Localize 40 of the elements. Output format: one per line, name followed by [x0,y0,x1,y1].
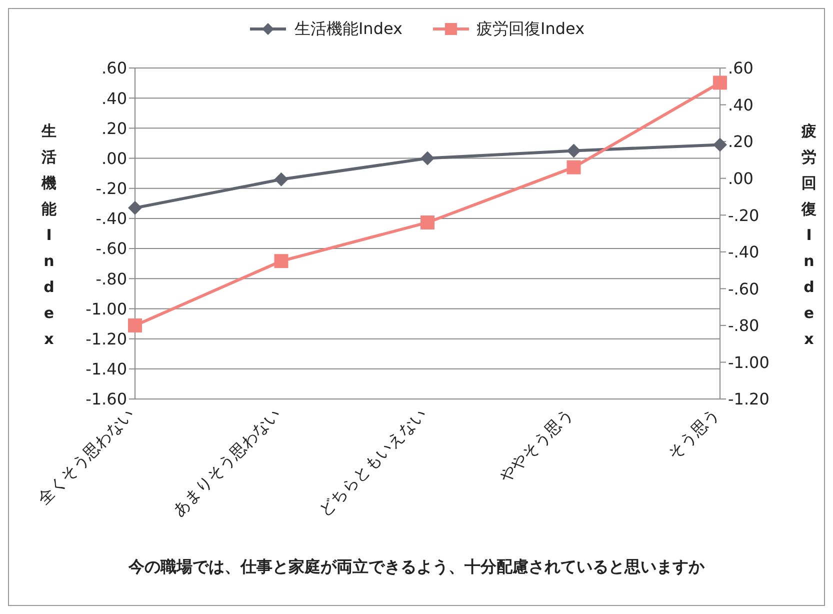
y-tick-label: .40 [102,88,127,108]
point [420,151,434,166]
y2-tick-label: -.80 [728,316,760,336]
x-axis-title: 今の職場では、仕事と家庭が両立できるよう、十分配慮されていると思いますか [127,557,706,578]
y-tick-label: -1.40 [86,360,127,379]
y2-tick-label: .00 [728,169,754,188]
legend-label: 疲労回復Index [476,18,585,40]
y2-tick-label: -.40 [728,242,760,262]
point [128,200,142,215]
x-tick-label: そう思う [664,404,723,464]
y-tick-label: -.40 [96,209,127,228]
x-tick-label: あまりそう思わない [168,404,284,520]
y2-tick-label: -.20 [728,206,760,225]
y2-tick-label: .20 [728,132,754,152]
y-tick-label: -1.00 [86,299,127,318]
text: 生活機能Index [42,122,56,348]
y-tick-label: .00 [102,148,127,168]
y-tick-label: .20 [102,118,127,138]
point [713,76,727,90]
y-tick-label: -1.20 [86,330,127,348]
y-tick-label: .60 [102,58,127,78]
y-tick-label: -.60 [96,239,127,258]
x-tick-label: どちらともいえない [315,404,430,520]
point [566,144,581,158]
y2-tick-label: -1.00 [728,352,770,372]
y2-tick-label: .40 [728,95,754,114]
y2-tick-label: -.60 [728,279,760,298]
y-tick-label: -.20 [96,179,127,198]
legend-label: 生活機能Index [294,18,402,40]
x-tick-label: ややそう思う [495,404,577,486]
point [713,138,727,152]
point [566,160,581,174]
point [420,215,434,230]
y-tick-label: -.80 [96,269,127,288]
text: 疲労回復Index [802,122,816,348]
point [274,254,288,268]
point [274,172,288,186]
y2-tick-label: -1.20 [728,390,770,409]
point [128,318,142,332]
y2-tick-label: .60 [728,58,754,78]
